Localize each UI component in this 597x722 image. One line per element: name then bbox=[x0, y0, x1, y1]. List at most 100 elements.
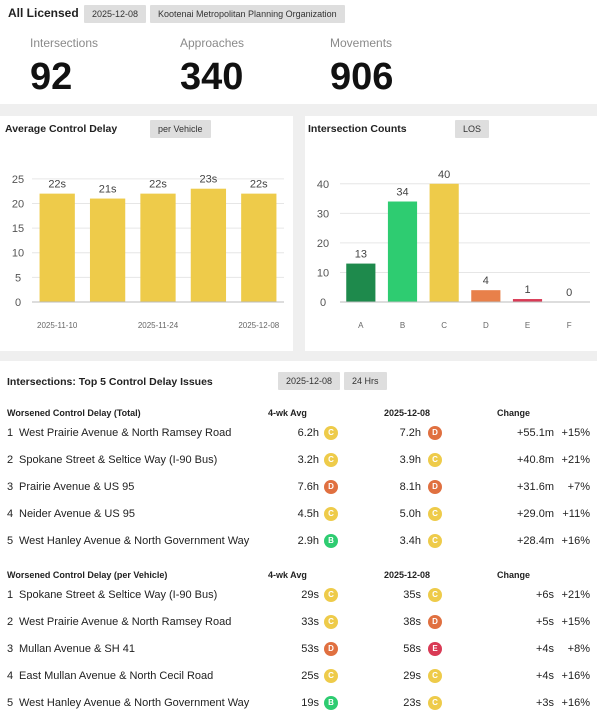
row-rank: 1 bbox=[7, 427, 14, 439]
stat-label-intersections: Intersections bbox=[30, 36, 99, 50]
organization-chip[interactable]: Kootenai Metropolitan Planning Organizat… bbox=[150, 5, 345, 23]
column-header-avg: 4-wk Avg bbox=[268, 570, 307, 580]
avg-value: 19s bbox=[301, 697, 319, 709]
table-row[interactable]: 2 Spokane Street & Seltice Way (I-90 Bus)… bbox=[0, 447, 597, 474]
y-tick-label: 30 bbox=[317, 208, 329, 220]
intersection-name: East Mullan Avenue & North Cecil Road bbox=[19, 670, 214, 682]
table-row[interactable]: 5 West Hanley Avenue & North Government W… bbox=[0, 528, 597, 555]
bar bbox=[140, 193, 176, 302]
los-chip[interactable]: LOS bbox=[455, 120, 490, 138]
intersection-name: West Hanley Avenue & North Government Wa… bbox=[19, 697, 250, 709]
counts-chart-title: Intersection Counts bbox=[308, 123, 407, 135]
current-value: 5.0h bbox=[399, 508, 421, 520]
avg-los-badge: B bbox=[324, 696, 338, 710]
change-percent: +16% bbox=[561, 697, 590, 709]
section-title: Worsened Control Delay (Total) bbox=[7, 408, 141, 418]
row-rank: 5 bbox=[7, 535, 14, 547]
change-percent: +16% bbox=[561, 670, 590, 682]
avg-los-badge: C bbox=[324, 588, 338, 602]
avg-value: 3.2h bbox=[297, 454, 319, 466]
table-row[interactable]: 1 West Prairie Avenue & North Ramsey Road… bbox=[0, 420, 597, 447]
table-date-chip[interactable]: 2025-12-08 bbox=[278, 372, 341, 390]
date-chip[interactable]: 2025-12-08 bbox=[84, 5, 147, 23]
intersection-counts-panel: Intersection Counts LOS 0 10 20 30 40 13 34 40 4… bbox=[305, 116, 597, 351]
x-tick-label: C bbox=[441, 321, 447, 330]
row-rank: 1 bbox=[7, 589, 14, 601]
change-value: +29.0m bbox=[517, 508, 554, 520]
data-label: 13 bbox=[355, 249, 367, 261]
y-tick-label: 0 bbox=[320, 297, 326, 309]
x-tick-label: B bbox=[400, 321, 405, 330]
intersection-name: Prairie Avenue & US 95 bbox=[19, 481, 135, 493]
page-title: All Licensed bbox=[8, 6, 79, 20]
stat-label-approaches: Approaches bbox=[180, 36, 245, 50]
current-value: 3.4h bbox=[399, 535, 421, 547]
row-rank: 4 bbox=[7, 508, 14, 520]
row-rank: 3 bbox=[7, 643, 14, 655]
change-percent: +16% bbox=[561, 535, 590, 547]
table-row[interactable]: 5 West Hanley Avenue & North Government W… bbox=[0, 690, 597, 717]
current-los-badge: C bbox=[428, 669, 442, 683]
avg-los-badge: C bbox=[324, 669, 338, 683]
avg-value: 2.9h bbox=[297, 535, 319, 547]
change-percent: +8% bbox=[567, 643, 590, 655]
average-control-delay-panel: Average Control Delay per Vehicle 0 5 10 15… bbox=[0, 116, 293, 351]
avg-los-badge: D bbox=[324, 480, 338, 494]
change-percent: +21% bbox=[561, 589, 590, 601]
table-row[interactable]: 3 Prairie Avenue & US 95 7.6h 8.1h +31.6m +7%… bbox=[0, 474, 597, 501]
y-tick-label: 40 bbox=[317, 179, 329, 191]
current-los-badge: D bbox=[428, 615, 442, 629]
y-tick-label: 10 bbox=[12, 248, 24, 260]
bar bbox=[241, 193, 277, 302]
data-label: 40 bbox=[438, 169, 450, 181]
row-rank: 2 bbox=[7, 616, 14, 628]
data-label: 1 bbox=[524, 284, 530, 296]
y-tick-label: 10 bbox=[317, 267, 329, 279]
table-row[interactable]: 4 Neider Avenue & US 95 4.5h 5.0h +29.0m +11%… bbox=[0, 501, 597, 528]
column-header-avg: 4-wk Avg bbox=[268, 408, 307, 418]
top5-table-panel: Intersections: Top 5 Control Delay Issue… bbox=[0, 361, 597, 722]
table-title: Intersections: Top 5 Control Delay Issue… bbox=[7, 376, 213, 388]
current-los-badge: C bbox=[428, 534, 442, 548]
change-value: +28.4m bbox=[517, 535, 554, 547]
data-label: 22s bbox=[48, 179, 66, 191]
x-tick-label: E bbox=[525, 321, 530, 330]
data-label: 22s bbox=[250, 179, 268, 191]
per-vehicle-chip[interactable]: per Vehicle bbox=[150, 120, 211, 138]
table-row[interactable]: 3 Mullan Avenue & SH 41 53s 58s +4s +8% D E bbox=[0, 636, 597, 663]
current-los-badge: D bbox=[428, 480, 442, 494]
change-percent: +15% bbox=[561, 427, 590, 439]
y-tick-label: 0 bbox=[15, 297, 21, 309]
table-row[interactable]: 1 Spokane Street & Seltice Way (I-90 Bus)… bbox=[0, 582, 597, 609]
column-header-date: 2025-12-08 bbox=[384, 408, 431, 418]
bar bbox=[512, 299, 543, 302]
avg-value: 25s bbox=[301, 670, 319, 682]
change-value: +4s bbox=[535, 643, 554, 655]
current-los-badge: D bbox=[428, 426, 442, 440]
bar bbox=[190, 188, 227, 302]
bar bbox=[471, 290, 501, 302]
avg-los-badge: B bbox=[324, 534, 338, 548]
table-row[interactable]: 2 West Prairie Avenue & North Ramsey Road… bbox=[0, 609, 597, 636]
intersection-name: Spokane Street & Seltice Way (I-90 Bus) bbox=[19, 454, 218, 466]
y-tick-label: 20 bbox=[317, 238, 329, 250]
change-value: +5s bbox=[535, 616, 554, 628]
y-tick-label: 15 bbox=[12, 223, 24, 235]
avg-value: 53s bbox=[301, 643, 319, 655]
avg-los-badge: C bbox=[324, 453, 338, 467]
row-rank: 3 bbox=[7, 481, 14, 493]
current-los-badge: E bbox=[428, 642, 442, 656]
bar bbox=[89, 198, 126, 302]
current-value: 8.1h bbox=[399, 481, 421, 493]
section-header: Worsened Control Delay (Total) 4-wk Avg 20… bbox=[0, 404, 597, 422]
table-row[interactable]: 4 East Mullan Avenue & North Cecil Road 25… bbox=[0, 663, 597, 690]
change-percent: +15% bbox=[561, 616, 590, 628]
change-value: +4s bbox=[535, 670, 554, 682]
avg-value: 29s bbox=[301, 589, 319, 601]
change-value: +6s bbox=[535, 589, 554, 601]
x-tick-label: F bbox=[567, 321, 572, 330]
table-range-chip[interactable]: 24 Hrs bbox=[344, 372, 387, 390]
avg-los-badge: C bbox=[324, 507, 338, 521]
intersection-name: Neider Avenue & US 95 bbox=[19, 508, 135, 520]
change-percent: +7% bbox=[567, 481, 590, 493]
